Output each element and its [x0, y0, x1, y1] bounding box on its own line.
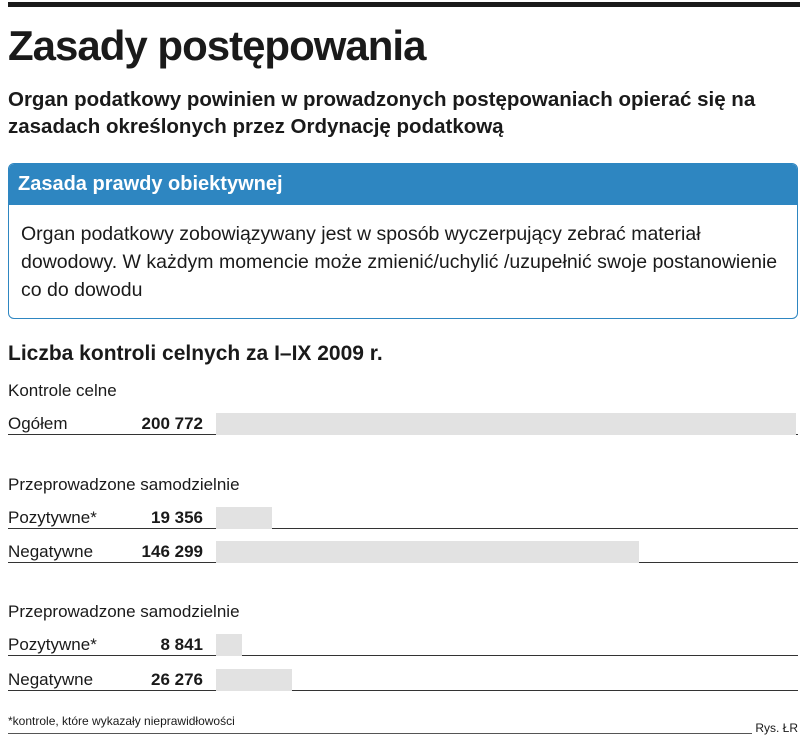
page-subtitle: Organ podatkowy powinien w prowadzonych …	[8, 88, 756, 138]
leader-line	[8, 528, 798, 529]
row-label: Ogółem	[8, 414, 70, 434]
group-label: Kontrole celne	[8, 381, 117, 400]
bar	[216, 541, 639, 563]
value-label: 26 276	[149, 670, 205, 690]
credit: Rys. ŁR	[752, 721, 798, 735]
leader-line	[8, 690, 798, 691]
page-title: Zasady postępowania	[8, 22, 426, 69]
bar	[216, 413, 796, 435]
top-rule	[8, 2, 800, 7]
value-label: 200 772	[139, 414, 205, 434]
bar	[216, 634, 242, 656]
principle-body: Organ podatkowy zobowiązywany jest w spo…	[21, 223, 778, 301]
leader-line	[8, 655, 798, 656]
group-label: Przeprowadzone samodzielnie	[8, 602, 240, 621]
row-label: Negatywne	[8, 670, 96, 690]
bar	[216, 507, 272, 529]
principle-box: Zasada prawdy obiektywnej Organ podatkow…	[8, 163, 798, 319]
value-label: 19 356	[149, 508, 205, 528]
row-label: Pozytywne*	[8, 635, 99, 655]
chart-title: Liczba kontroli celnych za I–IX 2009 r.	[8, 342, 383, 365]
bar	[216, 669, 292, 691]
footer-rule	[8, 733, 798, 734]
value-label: 146 299	[139, 542, 205, 562]
footnote: *kontrole, które wykazały nieprawidłowoś…	[8, 714, 238, 728]
value-label: 8 841	[158, 635, 205, 655]
principle-heading: Zasada prawdy obiektywnej	[9, 164, 797, 205]
row-label: Negatywne	[8, 542, 96, 562]
group-label: Przeprowadzone samodzielnie	[8, 475, 240, 494]
row-label: Pozytywne*	[8, 508, 99, 528]
